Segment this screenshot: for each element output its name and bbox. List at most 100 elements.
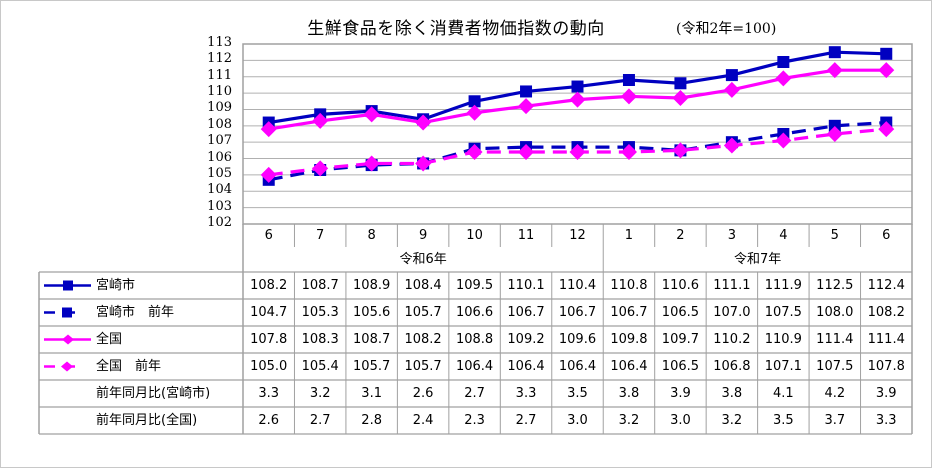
table-cell: 107.8 — [250, 332, 288, 347]
table-cell: 3.9 — [670, 386, 691, 401]
diamond-marker — [672, 142, 689, 159]
table-cell: 106.7 — [507, 305, 545, 320]
table-cell: 110.9 — [764, 332, 802, 347]
table-cell: 111.4 — [816, 332, 854, 347]
table-cell: 3.7 — [824, 413, 846, 428]
table-cell: 108.0 — [816, 305, 854, 320]
table-cell: 105.6 — [353, 305, 391, 320]
table-cell: 108.3 — [301, 332, 339, 347]
table-cell: 106.4 — [455, 359, 494, 374]
x-month-label: 9 — [418, 228, 428, 243]
table-row-label: 前年同月比(宮崎市) — [96, 386, 211, 401]
diamond-marker — [260, 121, 277, 138]
square-marker — [520, 85, 533, 98]
table-row-label: 全国 — [96, 332, 123, 347]
table-cell: 107.8 — [867, 359, 905, 374]
diamond-marker — [260, 166, 277, 183]
diamond-marker — [775, 132, 792, 149]
table-cell: 3.9 — [875, 386, 897, 401]
table-cell: 3.3 — [875, 413, 897, 428]
y-tick-label: 102 — [207, 215, 232, 230]
table-cell: 107.5 — [816, 359, 854, 374]
square-marker — [828, 119, 841, 132]
diamond-marker — [518, 98, 535, 115]
table-cell: 108.9 — [353, 278, 391, 293]
table-cell: 2.7 — [464, 386, 485, 401]
table-cell: 106.4 — [558, 359, 597, 374]
diamond-marker — [312, 160, 329, 177]
table-cell: 106.4 — [507, 359, 545, 374]
table-cell: 3.0 — [670, 413, 691, 428]
y-tick-label: 112 — [207, 51, 232, 67]
square-marker — [674, 77, 687, 90]
x-month-label: 2 — [676, 228, 685, 243]
table-row-label: 宮崎市 — [96, 278, 136, 293]
diamond-marker — [878, 62, 895, 79]
y-tick-label: 106 — [207, 149, 232, 165]
square-marker — [880, 47, 893, 60]
table-cell: 4.2 — [824, 386, 846, 401]
square-marker — [725, 69, 738, 82]
x-year-label: 令和7年 — [733, 252, 782, 267]
table-cell: 2.7 — [309, 413, 331, 428]
table-cell: 112.5 — [816, 278, 854, 293]
table-cell: 3.2 — [309, 386, 331, 401]
x-year-label: 令和6年 — [399, 252, 447, 267]
diamond-marker — [569, 144, 586, 160]
legend-diamond-icon — [61, 361, 73, 372]
diamond-marker — [620, 144, 637, 160]
table-cell: 109.2 — [507, 332, 545, 347]
y-tick-label: 111 — [207, 67, 232, 83]
table-cell: 107.1 — [764, 359, 802, 374]
square-marker — [571, 80, 584, 93]
y-tick-label: 103 — [207, 198, 232, 214]
table-cell: 2.7 — [515, 413, 537, 428]
diamond-marker — [466, 144, 483, 160]
table-cell: 2.8 — [361, 413, 382, 428]
x-month-label: 6 — [882, 228, 891, 243]
table-cell: 110.6 — [661, 278, 700, 293]
table-cell: 2.6 — [258, 413, 280, 428]
table-cell: 109.7 — [661, 332, 700, 347]
legend-diamond-icon — [62, 334, 74, 345]
diamond-marker — [569, 91, 586, 108]
diamond-marker — [775, 70, 792, 87]
table-cell: 109.6 — [558, 332, 597, 347]
diamond-marker — [723, 81, 740, 98]
table-row-label: 前年同月比(全国) — [96, 413, 198, 428]
base-year-note: (令和2年=100) — [676, 21, 777, 37]
table-cell: 2.4 — [412, 413, 434, 428]
table-cell: 112.4 — [867, 278, 905, 293]
diamond-marker — [415, 114, 432, 131]
table-cell: 3.8 — [618, 386, 640, 401]
diamond-marker — [723, 137, 740, 154]
table-row-label: 全国 前年 — [96, 359, 162, 374]
table-cell: 108.7 — [353, 332, 391, 347]
table-cell: 106.7 — [610, 305, 648, 320]
x-month-label: 3 — [727, 228, 736, 243]
square-marker — [777, 56, 790, 68]
table-cell: 106.5 — [661, 359, 700, 374]
diamond-marker — [518, 144, 535, 160]
x-month-label: 5 — [830, 228, 839, 243]
square-marker — [828, 46, 841, 59]
table-cell: 111.1 — [713, 278, 751, 293]
y-tick-label: 105 — [207, 165, 232, 181]
table-cell: 105.4 — [301, 359, 339, 374]
legend-square-icon — [63, 280, 73, 291]
x-month-label: 4 — [779, 228, 788, 243]
y-tick-label: 113 — [207, 35, 232, 50]
table-row-label: 宮崎市 前年 — [96, 305, 175, 320]
y-tick-label: 104 — [207, 182, 232, 198]
x-month-label: 6 — [264, 228, 273, 243]
x-month-label: 12 — [569, 228, 586, 243]
table-cell: 3.1 — [361, 386, 382, 401]
table-cell: 2.3 — [464, 413, 485, 428]
table-cell: 105.7 — [404, 359, 442, 374]
diamond-marker — [415, 155, 432, 172]
table-cell: 3.3 — [258, 386, 280, 401]
table-cell: 3.5 — [567, 386, 588, 401]
diamond-marker — [312, 112, 329, 129]
table-cell: 109.5 — [455, 278, 494, 293]
table-cell: 107.5 — [764, 305, 802, 320]
